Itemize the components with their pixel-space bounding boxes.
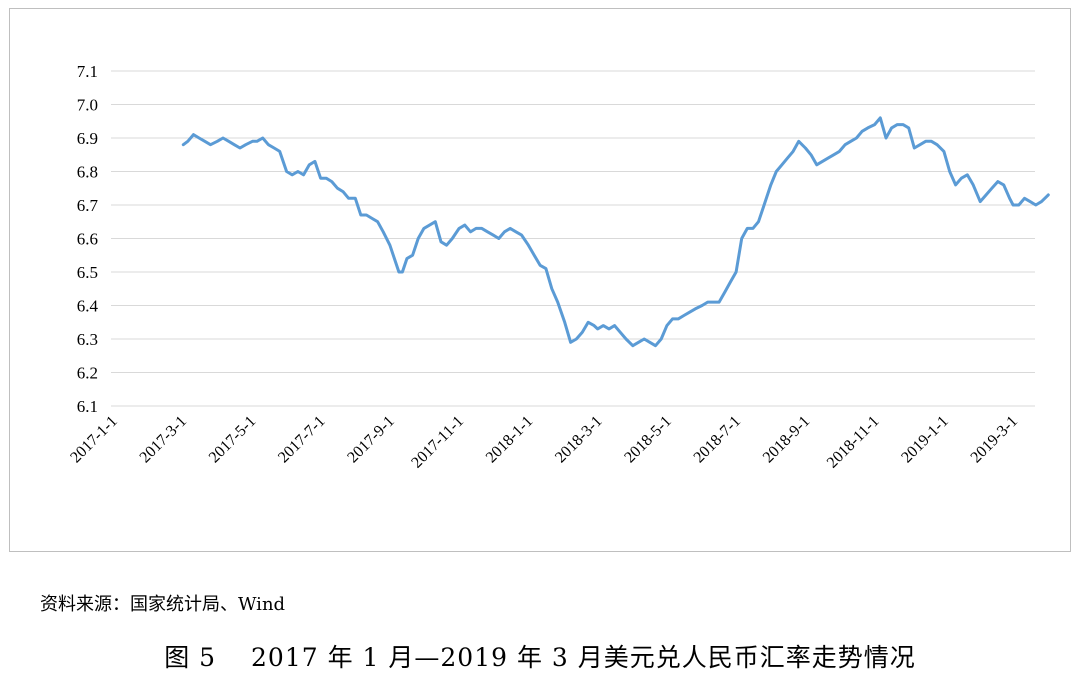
x-tick-label: 2017-1-1 bbox=[67, 413, 120, 466]
y-tick-label: 6.9 bbox=[77, 129, 98, 148]
x-tick-label: 2018-5-1 bbox=[621, 413, 674, 466]
y-tick-label: 6.4 bbox=[77, 297, 99, 316]
y-axis-ticks: 6.1 6.2 6.3 6.4 6.5 6.6 6.7 6.8 6.9 7.0 7.1 bbox=[77, 62, 99, 416]
x-tick-label: 2019-1-1 bbox=[898, 413, 951, 466]
figure-caption: 图 5 2017 年 1 月—2019 年 3 月美元兑人民币汇率走势情况 bbox=[164, 643, 916, 672]
y-tick-label: 6.7 bbox=[77, 196, 99, 215]
series-layer bbox=[181, 116, 1050, 348]
y-tick-label: 7.1 bbox=[77, 62, 98, 81]
x-tick-label: 2017-9-1 bbox=[344, 413, 397, 466]
x-tick-label: 2017-5-1 bbox=[206, 413, 259, 466]
x-tick-label: 2018-9-1 bbox=[760, 413, 813, 466]
series-line bbox=[181, 116, 1050, 348]
y-tick-label: 6.3 bbox=[77, 330, 98, 349]
y-tick-label: 6.1 bbox=[77, 397, 98, 416]
line-chart: 6.1 6.2 6.3 6.4 6.5 6.6 6.7 6.8 6.9 7.0 7.1 2017-1… bbox=[67, 62, 1050, 472]
y-tick-label: 7.0 bbox=[77, 96, 98, 115]
y-tick-label: 6.2 bbox=[77, 364, 98, 383]
x-tick-label: 2018-7-1 bbox=[691, 413, 744, 466]
x-tick-label: 2018-11-1 bbox=[824, 413, 883, 472]
y-tick-label: 6.6 bbox=[77, 230, 98, 249]
x-tick-label: 2017-11-1 bbox=[408, 413, 467, 472]
x-tick-label: 2017-3-1 bbox=[137, 413, 190, 466]
x-tick-label: 2017-7-1 bbox=[275, 413, 328, 466]
y-tick-label: 6.8 bbox=[77, 163, 98, 182]
x-tick-label: 2018-1-1 bbox=[483, 413, 536, 466]
y-tick-label: 6.5 bbox=[77, 263, 98, 282]
gridlines bbox=[111, 70, 1035, 407]
source-note: 资料来源：国家统计局、Wind bbox=[40, 594, 286, 615]
chart-frame: 6.1 6.2 6.3 6.4 6.5 6.6 6.7 6.8 6.9 7.0 7.1 2017-1… bbox=[9, 8, 1071, 552]
x-axis-ticks: 2017-1-1 2017-3-1 2017-5-1 2017-7-1 2017-9-1… bbox=[67, 413, 1021, 472]
x-tick-label: 2019-3-1 bbox=[968, 413, 1021, 466]
x-tick-label: 2018-3-1 bbox=[552, 413, 605, 466]
